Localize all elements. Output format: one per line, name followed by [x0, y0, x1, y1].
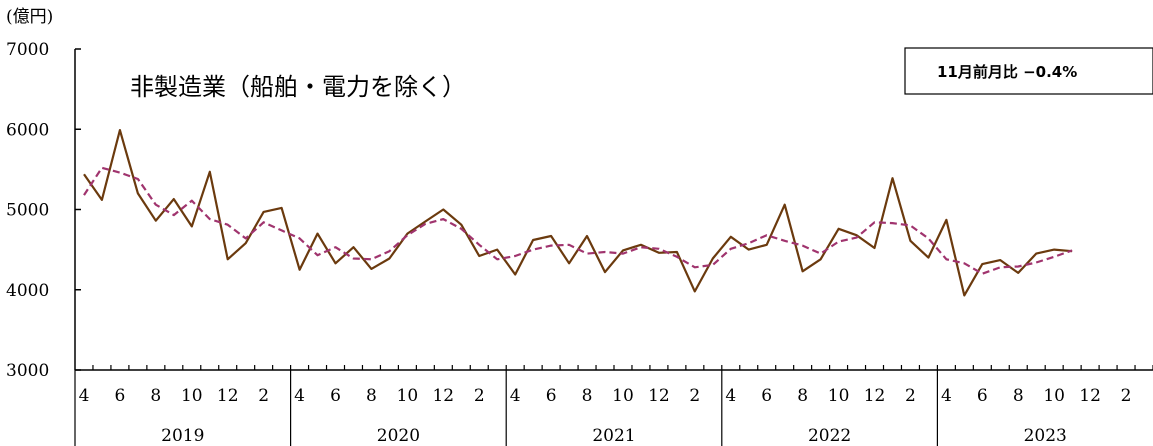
month-label: 10: [1043, 386, 1065, 406]
y-tick-label: 7000: [6, 40, 49, 60]
year-label: 2021: [592, 426, 635, 446]
month-label: 4: [941, 386, 952, 406]
month-label: 4: [510, 386, 521, 406]
actual-series-line: [83, 129, 1073, 297]
month-label: 2: [258, 386, 269, 406]
year-label: 2022: [808, 426, 851, 446]
month-label: 2: [905, 386, 916, 406]
series-group: [83, 129, 1073, 297]
month-label: 12: [1079, 386, 1101, 406]
y-axis: 3000 4000 5000 6000 7000: [6, 40, 81, 381]
month-label: 8: [366, 386, 377, 406]
change-badge-box: [904, 47, 1153, 95]
month-label: 8: [797, 386, 808, 406]
month-label: 6: [330, 386, 341, 406]
year-label: 2023: [1024, 426, 1067, 446]
month-label: 10: [397, 386, 419, 406]
change-badge: 11月前月比 −0.4%: [904, 47, 1153, 95]
month-label: 8: [582, 386, 593, 406]
month-label: 8: [150, 386, 161, 406]
month-label: 6: [977, 386, 988, 406]
y-tick-label: 6000: [6, 120, 49, 140]
month-label: 12: [864, 386, 886, 406]
month-label: 6: [761, 386, 772, 406]
month-label: 12: [648, 386, 670, 406]
month-label: 2: [1121, 386, 1132, 406]
month-label: 10: [612, 386, 634, 406]
month-label: 12: [217, 386, 239, 406]
change-badge-text: 11月前月比 −0.4%: [937, 63, 1077, 81]
y-tick-label: 4000: [6, 281, 49, 301]
month-label: 6: [115, 386, 126, 406]
month-label: 2: [689, 386, 700, 406]
month-label: 10: [828, 386, 850, 406]
month-label: 8: [1013, 386, 1024, 406]
trend-series-line: [83, 166, 1073, 275]
year-label: 2020: [377, 426, 420, 446]
month-label: 6: [546, 386, 557, 406]
y-tick-label: 5000: [6, 201, 49, 221]
month-label: 4: [294, 386, 305, 406]
year-label: 2019: [161, 426, 204, 446]
month-label: 10: [181, 386, 203, 406]
month-label: 12: [432, 386, 454, 406]
y-axis-unit: (億円): [6, 7, 53, 27]
month-label: 4: [725, 386, 736, 406]
chart-title: 非製造業（船舶・電力を除く）: [130, 73, 466, 101]
month-label: 2: [474, 386, 485, 406]
y-tick-label: 3000: [6, 361, 49, 381]
month-label: 4: [79, 386, 90, 406]
